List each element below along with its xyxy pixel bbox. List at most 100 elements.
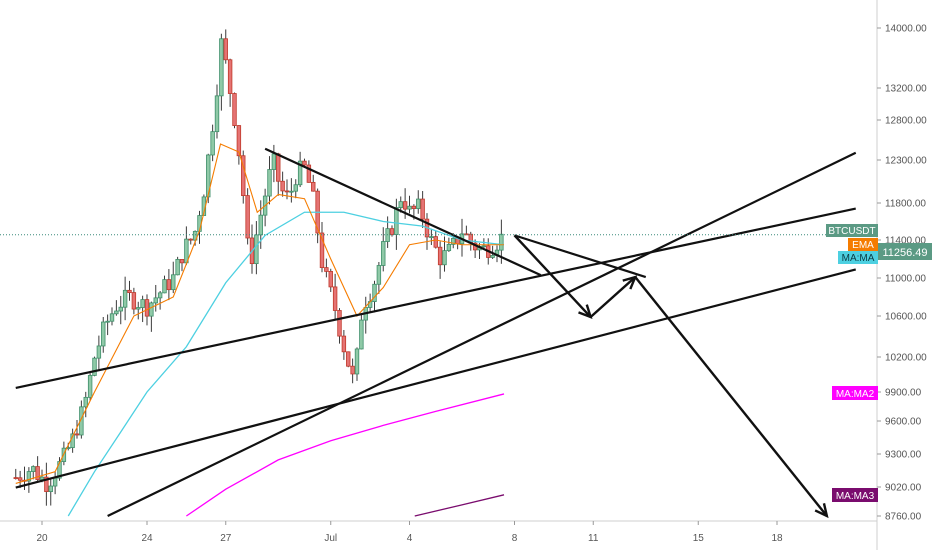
time-tick-label: 4 — [407, 533, 413, 544]
candle-down — [276, 153, 281, 182]
ma2-tag-label: MA:MA2 — [836, 389, 875, 400]
candle-up — [149, 302, 154, 317]
candle-up — [289, 190, 294, 193]
candle-up — [136, 307, 141, 310]
candle-up — [446, 243, 452, 252]
candle-up — [481, 245, 487, 248]
ma-tag: MA:MA — [838, 251, 878, 264]
price-tick-label: 11000.00 — [885, 274, 926, 285]
trendline[interactable] — [15, 268, 857, 489]
candle-down — [223, 38, 228, 61]
candle-up — [254, 234, 259, 265]
candle-up — [219, 38, 224, 97]
symbol-tag: BTCUSDT — [826, 224, 878, 237]
candle-up — [157, 292, 163, 299]
price-tick-label: 9900.00 — [885, 388, 922, 399]
candle-down — [319, 232, 325, 269]
candle-down — [13, 477, 18, 479]
price-tick-label: 9020.00 — [885, 483, 922, 494]
candle-down — [346, 351, 351, 367]
ema-line — [15, 143, 504, 484]
trendline[interactable] — [15, 207, 856, 389]
price-tick-label: 10200.00 — [885, 353, 927, 364]
candle-down — [74, 433, 80, 436]
candle-down — [44, 476, 49, 492]
candle-up — [293, 184, 298, 192]
candle-up — [398, 201, 403, 208]
candle-up — [359, 319, 364, 350]
candle-up — [118, 306, 123, 312]
candle-up — [122, 289, 128, 308]
candle-down — [188, 238, 193, 241]
price-tick-label: 11800.00 — [885, 199, 926, 210]
symbol-tag-label: BTCUSDT — [828, 226, 875, 237]
trendline[interactable] — [264, 147, 542, 277]
candle-up — [416, 198, 421, 209]
ma3-tag-label: MA:MA3 — [836, 491, 875, 502]
price-tick-label: 14000.00 — [885, 24, 927, 35]
candle-up — [376, 265, 382, 285]
candle-up — [372, 283, 377, 302]
price-tick-label: 12300.00 — [885, 156, 927, 167]
candle-down — [389, 228, 395, 236]
trendline[interactable] — [107, 151, 857, 517]
ma-line — [67, 211, 505, 517]
candle-down — [131, 292, 137, 310]
candle-up — [79, 406, 84, 436]
candle-up — [394, 207, 399, 236]
price-tick-label: 10600.00 — [885, 312, 927, 323]
candle-up — [105, 320, 110, 323]
candle-up — [214, 95, 220, 133]
candle-down — [332, 286, 338, 311]
candle-up — [153, 297, 158, 304]
time-axis[interactable]: 20 24 27 Jul 4 8 11 15 18 — [36, 521, 783, 544]
candle-up — [140, 299, 145, 308]
candle-up — [87, 375, 93, 398]
candle-up — [162, 279, 167, 294]
candle-up — [175, 259, 180, 276]
ma3-tag: MA:MA3 — [832, 488, 878, 502]
candle-down — [328, 271, 333, 288]
last-price-label: 11256.49 — [882, 247, 927, 259]
price-tick-label: 9300.00 — [885, 450, 922, 461]
candle-up — [109, 313, 115, 322]
candle-down — [324, 267, 329, 272]
candle-down — [437, 246, 443, 266]
candle-down — [350, 365, 355, 375]
arrow-line[interactable] — [589, 276, 637, 318]
candle-up — [114, 310, 119, 315]
candle-up — [210, 131, 215, 156]
ma3-line — [414, 494, 505, 517]
candle-down — [241, 155, 246, 196]
trendline[interactable] — [514, 234, 647, 279]
time-tick-label: 11 — [588, 533, 599, 544]
arrow-head — [814, 503, 829, 519]
candle-down — [284, 190, 290, 193]
time-tick-label: 24 — [141, 533, 153, 544]
price-tick-label: 13200.00 — [885, 84, 927, 95]
candle-up — [354, 348, 360, 375]
candle-down — [411, 205, 417, 209]
time-tick-label: 8 — [512, 533, 518, 544]
candle-down — [341, 335, 347, 353]
ma-tag-label: MA:MA — [842, 253, 875, 264]
candle-up — [52, 477, 58, 487]
price-tags: BTCUSDT EMA MA:MA 11256.49 MA:MA2 MA:MA3 — [826, 224, 932, 502]
candle-up — [429, 236, 434, 239]
candle-down — [144, 299, 150, 317]
candle-up — [83, 396, 88, 408]
candle-up — [297, 160, 303, 186]
arrow-line[interactable] — [513, 234, 592, 318]
indicator-lines — [15, 143, 505, 517]
candle-up — [451, 237, 456, 245]
candle-up — [490, 255, 495, 258]
price-tick-label: 8760.00 — [885, 512, 922, 523]
candle-up — [381, 241, 386, 266]
candle-down — [17, 477, 23, 481]
arrow-line[interactable] — [634, 276, 828, 517]
candle-up — [267, 169, 272, 197]
candle-down — [311, 181, 316, 192]
price-axis-background[interactable] — [877, 0, 932, 550]
